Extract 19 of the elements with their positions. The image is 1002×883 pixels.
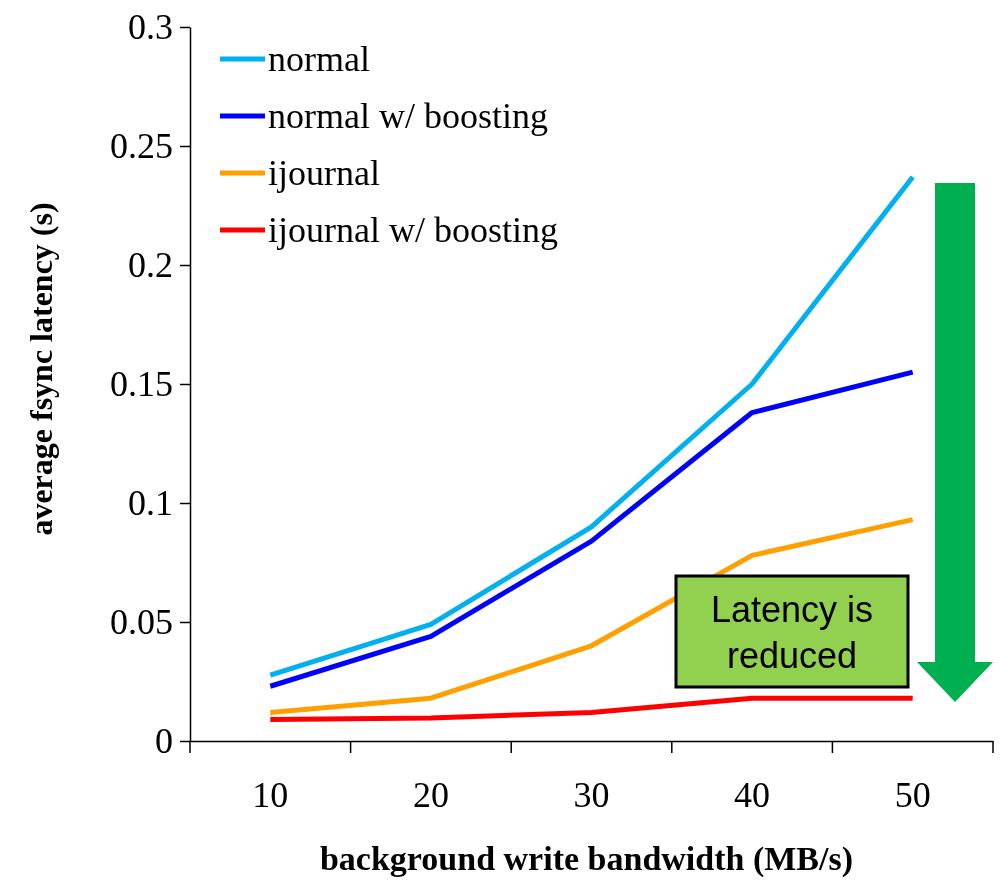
legend-label: normal — [268, 39, 370, 79]
y-tick-label: 0.1 — [128, 483, 173, 524]
legend-label: normal w/ boosting — [268, 96, 548, 136]
x-tick-label: 20 — [412, 774, 449, 815]
x-tick-label: 50 — [894, 774, 931, 815]
y-tick-label: 0.05 — [110, 602, 173, 643]
legend-label: ijournal — [268, 153, 380, 193]
legend-label: ijournal w/ boosting — [268, 210, 558, 250]
x-tick-label: 30 — [573, 774, 610, 815]
x-tick-label: 10 — [252, 774, 289, 815]
y-axis-title: average fsync latency (s) — [23, 202, 59, 536]
y-tick-label: 0.3 — [128, 7, 173, 48]
annotation: Latency is reduced — [710, 589, 874, 676]
x-tick-label: 40 — [734, 774, 771, 815]
y-tick-label: 0.25 — [110, 126, 173, 167]
y-tick-label: 0.15 — [110, 364, 173, 405]
x-axis-title: background write bandwidth (MB/s) — [319, 840, 854, 878]
y-tick-label: 0 — [155, 721, 173, 762]
y-tick-label: 0.2 — [128, 245, 173, 286]
